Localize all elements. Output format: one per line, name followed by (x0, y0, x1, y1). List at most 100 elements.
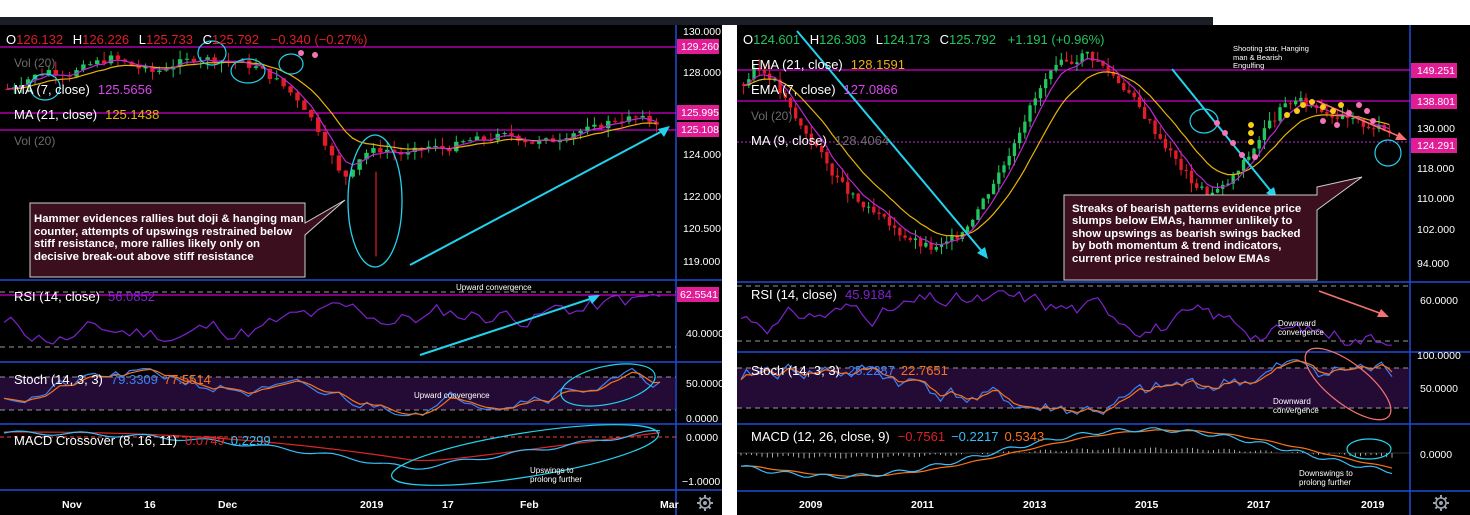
candle-body (1252, 148, 1256, 157)
candle-body (1080, 53, 1084, 63)
right-candles (741, 49, 1392, 255)
left-tag-current (677, 105, 719, 120)
candle-body (343, 170, 349, 177)
candle-body (1075, 62, 1079, 65)
left-rsi-arrow (419, 296, 597, 356)
candle-body (378, 148, 383, 153)
left-price-axis: 130.000 128.000 124.000 122.000 120.500 … (683, 26, 721, 268)
candle-body (747, 79, 751, 86)
candle-body (1122, 83, 1126, 91)
candle-body (1278, 107, 1282, 121)
right-vol-legend: Vol (20) (751, 109, 792, 123)
candle-body (1184, 169, 1188, 171)
candle-body (830, 163, 834, 176)
candle-body (1382, 125, 1386, 131)
pattern-marker (1356, 102, 1362, 108)
candle-body (177, 59, 183, 67)
candle-body (840, 177, 845, 182)
candle-body (426, 146, 431, 150)
candle-body (81, 64, 86, 71)
candle-body (1044, 79, 1048, 89)
left-marker-2 (312, 52, 318, 58)
candle-body (1127, 90, 1131, 93)
pattern-marker (1346, 110, 1352, 116)
candle-body (612, 120, 618, 122)
candle-body (1361, 119, 1366, 127)
candle-body (1299, 97, 1303, 101)
left-x-tick: Feb (520, 499, 539, 511)
candle-body (1340, 114, 1345, 119)
candle-body (164, 69, 169, 71)
right-macd-line (740, 427, 1393, 480)
candle-body (523, 140, 528, 143)
left-rsi-pane[interactable] (0, 282, 675, 360)
candle-body (205, 57, 210, 61)
right-hammer-circle (1374, 139, 1402, 167)
candle-body (872, 206, 876, 213)
right-macd-ellipse (1346, 438, 1392, 460)
right-tag-r2-text: 138.801 (1417, 96, 1455, 108)
candle-body (971, 219, 975, 227)
candle-body (1012, 143, 1017, 156)
left-tag-resistance-text: 129.260 (681, 41, 719, 53)
pattern-marker (1334, 122, 1340, 128)
right-down-line (1316, 100, 1404, 139)
top-bar (0, 0, 1213, 17)
right-rsi-pane[interactable] (737, 283, 1410, 351)
left-tag-ma (677, 122, 719, 137)
candle-body (898, 227, 902, 236)
left-uptrend-arrow (409, 127, 669, 266)
candle-body (184, 58, 190, 60)
candle-body (939, 243, 944, 247)
candle-body (260, 66, 266, 69)
left-ohlc-legend: O126.132 H126.226 L125.733 C125.792 −0.3… (6, 32, 368, 47)
candle-body (25, 79, 31, 86)
left-macd-tick: −1.0000 (682, 476, 720, 488)
right-tag-r1 (1411, 63, 1457, 78)
candle-body (647, 115, 652, 122)
right-macd-pane[interactable] (737, 425, 1410, 490)
candle-body (1137, 97, 1142, 108)
left-rsi-tick: 40.0000 (686, 328, 722, 340)
candle-body (302, 100, 307, 110)
candle-body (1304, 97, 1308, 107)
candle-body (509, 133, 514, 136)
pattern-marker (1300, 102, 1306, 108)
candle-body (1132, 92, 1136, 98)
left-price-tick: 130.000 (683, 26, 721, 38)
pattern-marker (1230, 140, 1236, 146)
pattern-marker (1248, 130, 1254, 136)
right-rsi-tick: 60.0000 (1420, 295, 1458, 307)
left-macd-note: Upswings to prolong further (530, 466, 583, 484)
right-x-tick: 2013 (1023, 499, 1047, 511)
left-macd-note-fo: Upswings to prolong further (530, 466, 583, 484)
candle-body (799, 118, 803, 126)
candle-body (1064, 59, 1069, 62)
candle-body (976, 209, 980, 220)
candle-body (882, 213, 886, 217)
pattern-marker (1309, 99, 1315, 105)
left-stoch-note: Upward convergence (414, 391, 490, 400)
candle-body (654, 121, 659, 125)
left-chart-panel[interactable]: Hammer evidences rallies but doji & hang… (0, 25, 722, 515)
candle-body (481, 136, 487, 140)
left-rsi-tag (677, 287, 719, 302)
candle-body (1262, 128, 1267, 140)
gear-icon[interactable] (697, 495, 713, 511)
right-chart-panel[interactable]: Shooting star, Hanging man & Bearish Eng… (737, 25, 1470, 515)
left-x-tick: Mar (660, 499, 679, 511)
left-callout-fo: Hammer evidences rallies but doji & hang… (34, 213, 304, 263)
candle-body (892, 225, 897, 228)
left-ellipse-4 (278, 53, 304, 75)
candle-body (820, 145, 824, 153)
right-ema21-line (743, 71, 1390, 237)
right-pattern-note: Shooting star, Hanging man & Bearish Eng… (1233, 45, 1309, 70)
candle-body (626, 116, 632, 122)
right-rsi-note: Downward convergence (1278, 319, 1324, 337)
candle-body (1054, 64, 1058, 71)
left-ma7-line (7, 59, 657, 166)
candle-body (46, 70, 52, 76)
gear-icon[interactable] (1433, 495, 1449, 511)
candle-body (191, 58, 197, 62)
candle-body (1200, 186, 1204, 188)
